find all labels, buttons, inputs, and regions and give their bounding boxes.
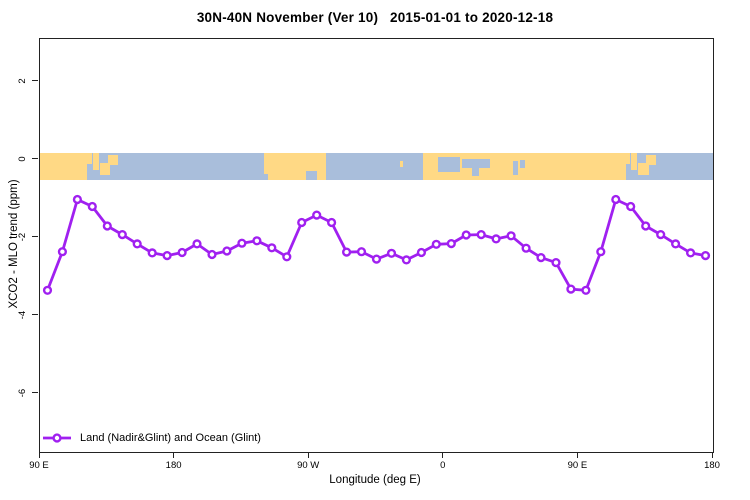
map-land-patch (646, 154, 657, 166)
data-series-svg (42, 194, 711, 295)
data-point-marker (132, 239, 142, 249)
data-point-marker (207, 249, 217, 260)
x-tick-mark (307, 452, 309, 458)
data-point-marker (596, 247, 606, 257)
chart-title: 30N-40N November (Ver 10) 2015-01-01 to … (196, 10, 554, 25)
y-tick-mark (32, 80, 38, 82)
y-tick-label: 2 (17, 78, 28, 84)
y-tick-mark (32, 236, 38, 238)
data-point-marker (356, 247, 367, 257)
data-point-marker (57, 247, 68, 257)
data-point-marker (685, 248, 696, 258)
data-point-marker (102, 221, 112, 231)
data-point-marker (641, 221, 651, 231)
data-point-marker (177, 247, 187, 258)
data-point-marker (700, 251, 711, 261)
data-point-marker (521, 243, 531, 253)
data-point-marker (252, 236, 262, 246)
data-point-marker (117, 230, 127, 240)
data-point-marker (566, 284, 576, 294)
data-point-marker (192, 239, 202, 249)
x-tick-mark (576, 452, 578, 458)
data-point-marker (431, 239, 441, 249)
data-point-marker (476, 230, 486, 240)
data-point-marker (670, 239, 681, 249)
data-point-marker (386, 248, 397, 258)
y-tick-label: -6 (17, 388, 28, 397)
map-water-patch (472, 168, 479, 177)
data-point-marker (536, 253, 546, 263)
data-point-marker (267, 243, 277, 253)
map-land-patch (108, 154, 118, 166)
data-point-marker (371, 254, 382, 264)
data-point-marker (611, 194, 621, 205)
map-land-patch (99, 162, 111, 175)
y-tick-label: -2 (17, 232, 28, 241)
map-water-patch (461, 158, 491, 169)
legend: Land (Nadir&Glint) and Ocean (Glint) (42, 432, 261, 444)
data-point-marker (282, 252, 292, 262)
legend-label: Land (Nadir&Glint) and Ocean (Glint) (80, 432, 261, 444)
data-point-marker (237, 238, 247, 248)
data-point-marker (461, 230, 471, 240)
x-axis-label: Longitude (deg E) (329, 474, 421, 486)
y-tick-label: 0 (17, 156, 28, 162)
world-map-strip (40, 153, 713, 181)
data-point-marker (401, 255, 412, 265)
map-water-patch (87, 164, 94, 181)
map-land-patch (87, 153, 92, 165)
plot-area: Land (Nadir&Glint) and Ocean (Glint) (39, 38, 714, 453)
y-tick-mark (32, 392, 38, 394)
map-land-patch (93, 153, 100, 170)
data-point-marker (416, 247, 427, 258)
legend-line-marker-icon (43, 433, 71, 443)
x-tick-mark (711, 452, 713, 458)
x-tick-label: 90 E (29, 460, 49, 471)
y-tick-mark (32, 314, 38, 316)
map-water-patch (264, 174, 269, 181)
data-point-marker (162, 251, 172, 261)
data-point-marker (72, 194, 83, 205)
data-point-marker (42, 285, 53, 295)
y-tick-mark (32, 158, 38, 160)
data-point-marker (297, 217, 307, 228)
x-tick-mark (173, 452, 175, 458)
data-point-marker (327, 217, 337, 228)
map-land-patch (625, 153, 630, 165)
data-point-marker (506, 231, 516, 241)
map-water-patch (520, 159, 525, 169)
map-land-patch (638, 162, 649, 175)
data-point-marker (491, 234, 501, 244)
data-point-marker (312, 210, 322, 220)
map-water-patch (512, 161, 518, 175)
data-point-marker (222, 246, 232, 256)
series-line (46, 198, 707, 292)
map-water-patch (626, 164, 632, 181)
x-tick-label: 90 W (297, 460, 320, 471)
data-point-marker (551, 258, 561, 268)
map-water-patch (306, 170, 318, 181)
data-point-marker (656, 230, 666, 240)
data-point-marker (342, 247, 352, 257)
data-point-marker (626, 201, 636, 212)
map-land-patch (40, 153, 88, 181)
x-tick-label: 90 E (567, 460, 588, 471)
map-land-patch (400, 161, 404, 167)
x-tick-mark (38, 452, 40, 458)
data-point-marker (87, 201, 97, 212)
x-tick-mark (442, 452, 444, 458)
x-tick-label: 0 (440, 460, 446, 471)
map-water-patch (437, 157, 461, 173)
x-tick-label: 180 (704, 460, 720, 471)
data-point-marker (581, 285, 591, 295)
y-tick-label: -4 (17, 310, 28, 319)
map-land-patch (631, 153, 638, 170)
data-point-marker (147, 248, 157, 258)
x-tick-label: 180 (165, 460, 182, 471)
data-point-marker (446, 239, 456, 249)
